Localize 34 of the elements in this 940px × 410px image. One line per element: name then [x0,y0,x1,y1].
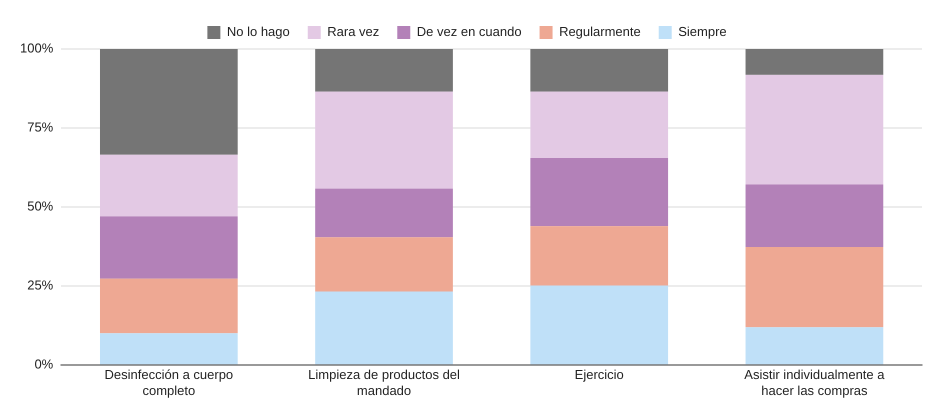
y-tick-label: 25% [27,277,54,292]
y-tick-label: 75% [27,120,54,135]
bar [530,92,668,158]
legend-label: Regularmente [559,24,641,40]
bar [746,184,884,248]
bar [530,226,668,286]
x-tick-label: Limpieza de productos del mandado [308,367,460,398]
bar [746,327,884,364]
y-tick-label: 100% [20,40,54,56]
y-tick-label: 0% [34,356,54,372]
x-tick-label: Desinfección a cuerpo completo [104,367,234,398]
bar [530,286,668,364]
legend-label: De vez en cuando [416,24,522,40]
bar [315,292,453,364]
bar [100,154,238,216]
x-tick-label: Asistir individualmente a hacer las compras [744,367,886,398]
bar [746,247,884,328]
bar [530,158,668,226]
legend-label: Siempre [678,24,727,40]
bar [100,278,238,334]
bar [315,237,453,292]
legend-label: No lo hago [226,24,290,40]
bar [100,216,238,279]
bar [746,49,884,75]
bar [530,49,668,92]
bar [100,333,238,364]
bar [315,92,453,189]
bar [315,188,453,238]
bar [746,74,884,184]
bar [315,49,453,92]
bar [100,49,238,155]
y-tick-label: 50% [27,198,54,214]
legend-label: Rara vez [327,24,380,40]
x-tick-label: Ejercicio [574,367,624,382]
